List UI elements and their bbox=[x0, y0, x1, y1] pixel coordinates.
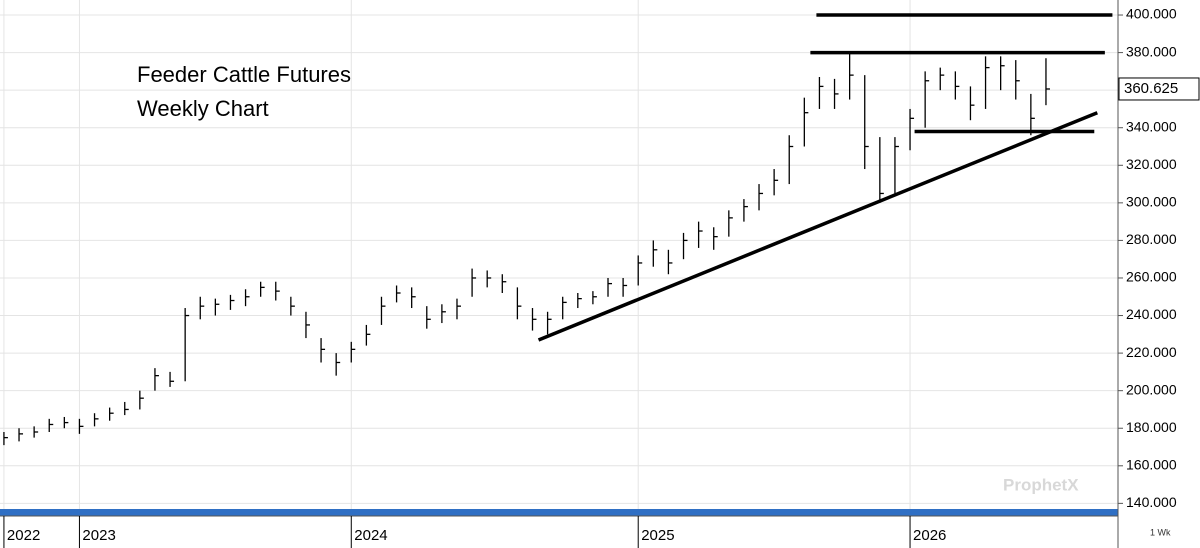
y-tick-label: 140.000 bbox=[1126, 494, 1177, 510]
grid bbox=[0, 0, 1118, 509]
y-tick-label: 180.000 bbox=[1126, 419, 1177, 435]
y-tick-label: 340.000 bbox=[1126, 118, 1177, 134]
y-tick-label: 300.000 bbox=[1126, 194, 1177, 210]
y-tick-label: 200.000 bbox=[1126, 381, 1177, 397]
x-tick-label: 2024 bbox=[354, 527, 387, 544]
y-tick-label: 240.000 bbox=[1126, 306, 1177, 322]
x-tick-label: 2025 bbox=[641, 527, 674, 544]
y-tick-label: 320.000 bbox=[1126, 156, 1177, 172]
time-strip bbox=[0, 509, 1118, 516]
y-tick-label: 400.000 bbox=[1126, 6, 1177, 22]
x-tick-label: 2026 bbox=[913, 527, 946, 544]
y-tick-label: 280.000 bbox=[1126, 231, 1177, 247]
last-price-box bbox=[1118, 77, 1200, 101]
chart-title: Feeder Cattle Futures bbox=[137, 62, 351, 87]
y-tick-label: 220.000 bbox=[1126, 344, 1177, 360]
watermark: ProphetX bbox=[1003, 475, 1079, 494]
x-tick-label: 2023 bbox=[82, 527, 115, 544]
x-tick-label: 2022 bbox=[7, 527, 40, 544]
period-label: 1 Wk bbox=[1150, 527, 1171, 537]
last-price-label: 360.625 bbox=[1124, 80, 1178, 97]
trend-line bbox=[537, 111, 1098, 342]
marks bbox=[3, 13, 1113, 446]
y-tick-label: 380.000 bbox=[1126, 43, 1177, 59]
y-tick-label: 160.000 bbox=[1126, 457, 1177, 473]
chart-subtitle: Weekly Chart bbox=[137, 96, 269, 121]
y-tick-label: 260.000 bbox=[1126, 269, 1177, 285]
